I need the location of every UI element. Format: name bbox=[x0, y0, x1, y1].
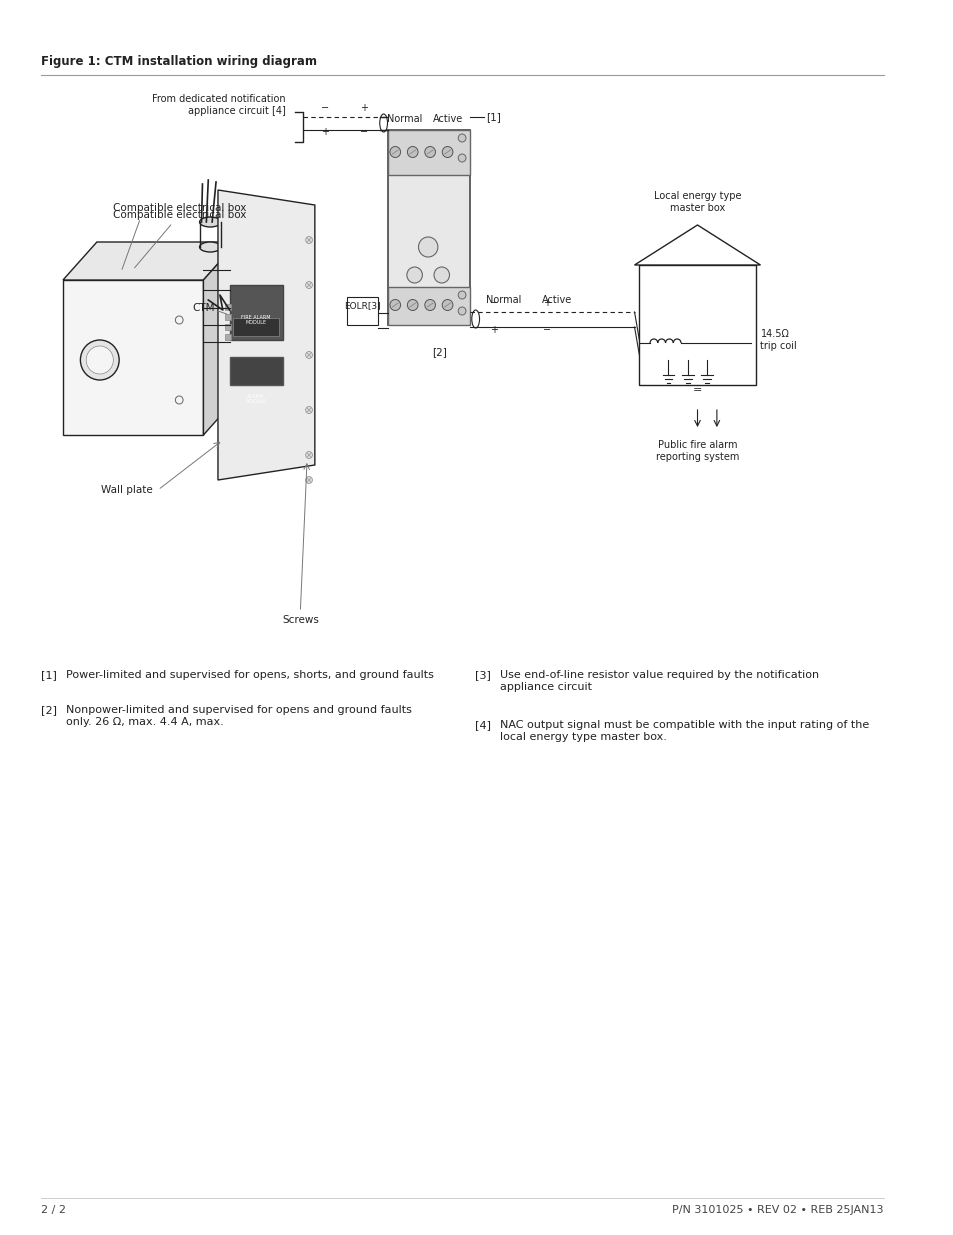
Circle shape bbox=[305, 236, 312, 243]
Circle shape bbox=[305, 352, 312, 358]
Bar bbox=[230, 285, 283, 340]
Text: =: = bbox=[692, 385, 701, 395]
Circle shape bbox=[457, 308, 465, 315]
Polygon shape bbox=[634, 225, 760, 266]
Text: ALARM
MODULE: ALARM MODULE bbox=[245, 394, 266, 404]
Polygon shape bbox=[203, 242, 237, 435]
Circle shape bbox=[457, 154, 465, 162]
Text: +: + bbox=[360, 103, 368, 112]
Bar bbox=[225, 324, 231, 330]
Text: [4]: [4] bbox=[475, 720, 490, 730]
Text: Figure 1: CTM installation wiring diagram: Figure 1: CTM installation wiring diagra… bbox=[41, 56, 316, 68]
Bar bbox=[347, 296, 377, 325]
Text: Wall plate: Wall plate bbox=[101, 485, 152, 495]
Circle shape bbox=[418, 237, 437, 257]
Text: Active: Active bbox=[541, 295, 572, 305]
Bar bbox=[225, 314, 231, 320]
Polygon shape bbox=[63, 242, 237, 280]
Text: +: + bbox=[543, 298, 551, 308]
Text: Local energy type
master box: Local energy type master box bbox=[653, 191, 740, 212]
Text: Compatible electrical box: Compatible electrical box bbox=[112, 210, 246, 268]
Text: [3]: [3] bbox=[475, 671, 490, 680]
Circle shape bbox=[457, 291, 465, 299]
Text: Power-limited and supervised for opens, shorts, and ground faults: Power-limited and supervised for opens, … bbox=[66, 671, 434, 680]
Text: Use end-of-line resistor value required by the notification
appliance circuit: Use end-of-line resistor value required … bbox=[499, 671, 818, 692]
Circle shape bbox=[424, 300, 435, 310]
Bar bbox=[225, 304, 231, 310]
Text: Normal: Normal bbox=[387, 114, 422, 124]
Ellipse shape bbox=[379, 114, 387, 132]
Circle shape bbox=[390, 147, 400, 158]
Bar bbox=[639, 266, 755, 385]
Text: EOLR[3]: EOLR[3] bbox=[344, 301, 380, 310]
Text: 2 / 2: 2 / 2 bbox=[41, 1205, 66, 1215]
Text: CTM: CTM bbox=[193, 303, 214, 312]
Circle shape bbox=[305, 406, 312, 414]
Text: P/N 3101025 • REV 02 • REB 25JAN13: P/N 3101025 • REV 02 • REB 25JAN13 bbox=[671, 1205, 882, 1215]
Circle shape bbox=[407, 147, 417, 158]
Text: Public fire alarm
reporting system: Public fire alarm reporting system bbox=[655, 440, 739, 462]
Polygon shape bbox=[217, 190, 314, 480]
Circle shape bbox=[175, 316, 183, 324]
Text: [2]: [2] bbox=[432, 347, 447, 357]
Circle shape bbox=[86, 346, 113, 374]
Text: FIRE ALARM
MODULE: FIRE ALARM MODULE bbox=[241, 315, 271, 325]
Bar bbox=[63, 280, 203, 435]
Bar bbox=[387, 130, 470, 325]
Circle shape bbox=[434, 267, 449, 283]
Text: NAC output signal must be compatible with the input rating of the
local energy t: NAC output signal must be compatible wit… bbox=[499, 720, 868, 741]
Circle shape bbox=[424, 147, 435, 158]
Bar bbox=[387, 130, 470, 175]
Text: Nonpower-limited and supervised for opens and ground faults
only. 26 Ω, max. 4.4: Nonpower-limited and supervised for open… bbox=[66, 705, 412, 726]
Ellipse shape bbox=[199, 242, 221, 252]
Text: −: − bbox=[321, 103, 329, 112]
Text: Active: Active bbox=[432, 114, 462, 124]
Text: +: + bbox=[321, 127, 329, 137]
Bar bbox=[230, 357, 283, 385]
Circle shape bbox=[457, 135, 465, 142]
Text: −: − bbox=[360, 127, 368, 137]
Circle shape bbox=[175, 396, 183, 404]
Text: Normal: Normal bbox=[486, 295, 521, 305]
Bar bbox=[233, 317, 278, 336]
Text: From dedicated notification
appliance circuit [4]: From dedicated notification appliance ci… bbox=[152, 94, 286, 116]
Circle shape bbox=[406, 267, 422, 283]
Text: [2]: [2] bbox=[41, 705, 56, 715]
Text: [1]: [1] bbox=[41, 671, 56, 680]
Ellipse shape bbox=[199, 217, 221, 227]
Circle shape bbox=[305, 477, 312, 483]
Circle shape bbox=[80, 340, 119, 380]
Text: 14.5Ω
trip coil: 14.5Ω trip coil bbox=[760, 330, 797, 351]
Circle shape bbox=[390, 300, 400, 310]
Text: Compatible electrical box: Compatible electrical box bbox=[112, 203, 246, 212]
Ellipse shape bbox=[472, 310, 479, 329]
Circle shape bbox=[442, 300, 453, 310]
Text: +: + bbox=[490, 325, 497, 335]
Text: −: − bbox=[542, 325, 551, 335]
Bar bbox=[387, 287, 470, 325]
Text: Screws: Screws bbox=[281, 615, 318, 625]
Bar bbox=[225, 333, 231, 340]
Circle shape bbox=[305, 282, 312, 289]
Circle shape bbox=[442, 147, 453, 158]
Text: [1]: [1] bbox=[486, 112, 500, 122]
Circle shape bbox=[407, 300, 417, 310]
Circle shape bbox=[305, 452, 312, 458]
Text: −: − bbox=[490, 298, 497, 308]
